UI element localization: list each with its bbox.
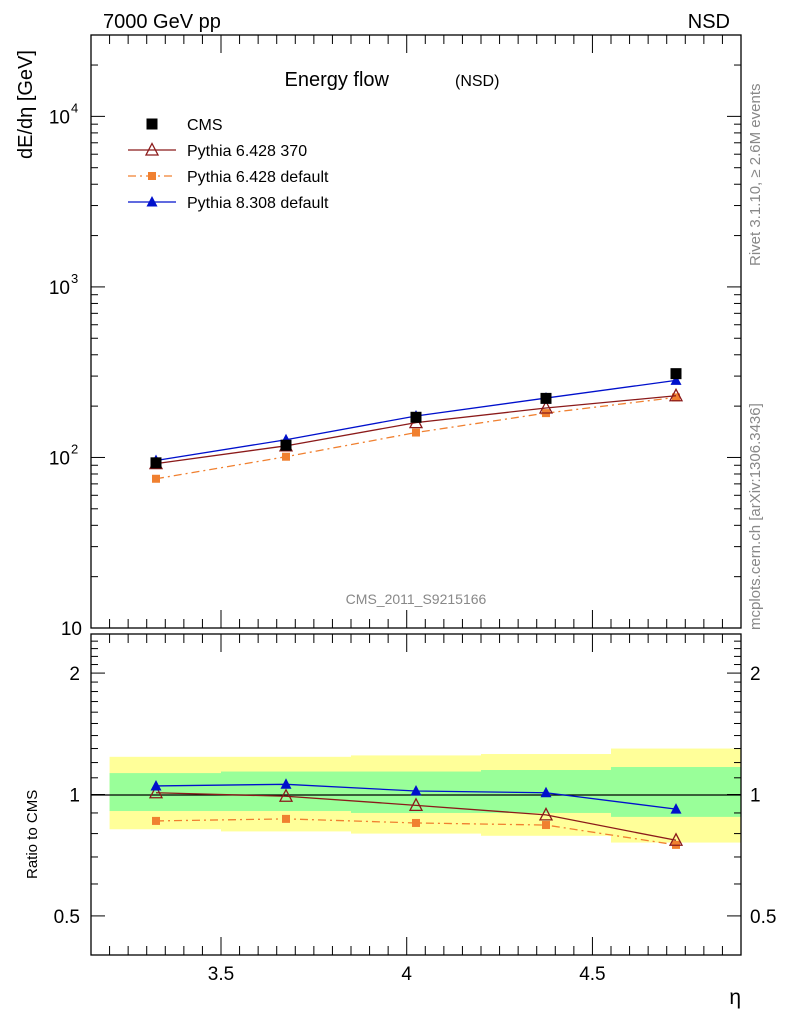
ratio-series-1-point-3 — [542, 821, 550, 830]
main-series-1-point-4 — [668, 387, 684, 402]
legend-series-2-marker — [148, 172, 156, 180]
main-y-tick-exp-1: 2 — [71, 441, 78, 456]
ratio-axis-ticks: 0.5 0.5 1 1 2 2 3.5 4 4.5 — [54, 633, 776, 985]
main-series-2-point-2 — [412, 428, 420, 437]
legend-series-2-label: Pythia 6.428 default — [187, 169, 329, 186]
ratio-y-axis-label: Ratio to CMS — [24, 790, 41, 879]
header-energy-label: 7000 GeV pp — [103, 11, 221, 33]
ratio-series-0-point-4 — [668, 832, 684, 846]
main-y-tick-label-0: 10 — [61, 619, 82, 640]
ratio-y-tick-label-right-1: 1 — [750, 786, 761, 807]
main-y-tick-label-2: 10 — [49, 278, 70, 299]
legend-series-3-label: Pythia 8.308 default — [187, 195, 329, 212]
ratio-series-1-point-2 — [412, 818, 420, 827]
legend-series-0-marker — [146, 118, 158, 130]
ratio-series-2-point-4 — [670, 803, 682, 814]
ratio-y-tick-label-right-0: 0.5 — [750, 907, 776, 928]
ratio-series-2-point-2 — [410, 785, 422, 796]
main-y-tick-label-1: 10 — [49, 448, 70, 469]
main-series-0-point-2 — [410, 411, 422, 423]
main-y-tick-exp-2: 3 — [71, 271, 78, 286]
main-title: Energy flow — [285, 69, 390, 91]
ratio-series-0-point-1 — [278, 788, 294, 802]
analysis-watermark: CMS_2011_S9215166 — [346, 591, 487, 607]
ratio-band-green-0 — [109, 773, 221, 812]
main-y-tick-label-3: 10 — [49, 107, 70, 128]
main-y-tick-exp-3: 4 — [71, 100, 78, 115]
ratio-series-0-point-3 — [538, 807, 554, 821]
ratio-series-0-point-2 — [408, 797, 424, 811]
ratio-band-green-1 — [221, 771, 351, 812]
ratio-plot-frame — [90, 633, 742, 956]
ratio-y-tick-label-right-2: 2 — [750, 664, 761, 685]
legend-series-3-marker — [146, 196, 158, 207]
main-series-2-line — [155, 396, 677, 480]
header-process-label: NSD — [688, 11, 730, 33]
mcplots-credit-label: mcplots.cern.ch [arXiv:1306.3436] — [747, 403, 764, 630]
ratio-series-2-point-3 — [540, 786, 552, 798]
rivet-version-label: Rivet 3.1.10, ≥ 2.6M events — [747, 84, 764, 267]
ratio-series-2-point-0 — [150, 779, 162, 791]
ratio-series-0-line — [155, 792, 677, 841]
ratio-series-1-line — [155, 818, 677, 846]
ratio-series-1-point-1 — [282, 814, 290, 823]
main-series-2-point-0 — [152, 474, 160, 483]
ratio-panel: 0.5 0.5 1 1 2 2 3.5 4 4.5 Ratio to CMS η — [24, 633, 776, 1009]
x-tick-label-0: 3.5 — [208, 964, 234, 985]
main-series-2-point-1 — [282, 452, 290, 461]
main-series-0-point-3 — [540, 392, 552, 404]
legend-series-1-label: Pythia 6.428 370 — [187, 143, 307, 160]
main-series-0-point-1 — [280, 439, 292, 451]
ratio-plot-marks — [148, 778, 684, 849]
x-axis-label: η — [729, 986, 741, 1009]
x-tick-label-2: 4.5 — [579, 964, 605, 985]
main-plot-frame — [90, 34, 742, 629]
legend-series-0-label: CMS — [187, 117, 223, 134]
legend: CMS Pythia 6.428 370 Pythia 6.428 default P… — [128, 117, 329, 212]
ratio-series-0-point-0 — [148, 784, 164, 799]
main-series-3-point-4 — [670, 374, 682, 385]
x-tick-label-1: 4 — [401, 964, 412, 985]
main-plot-marks — [148, 368, 684, 483]
main-y-axis-label: dE/dη [GeV] — [15, 50, 37, 159]
main-series-0-point-4 — [670, 368, 682, 380]
ratio-y-tick-label-left-0: 0.5 — [54, 907, 80, 928]
main-series-0-point-0 — [150, 457, 162, 469]
ratio-series-2-point-1 — [280, 778, 292, 789]
ratio-series-1-point-0 — [152, 816, 160, 825]
legend-series-1-marker — [144, 142, 160, 156]
main-subtitle: (NSD) — [455, 73, 499, 90]
ratio-y-tick-label-left-2: 2 — [69, 664, 80, 685]
main-series-1-point-3 — [538, 400, 554, 414]
ratio-y-tick-label-left-1: 1 — [69, 786, 80, 807]
main-series-2-point-4 — [672, 393, 680, 402]
